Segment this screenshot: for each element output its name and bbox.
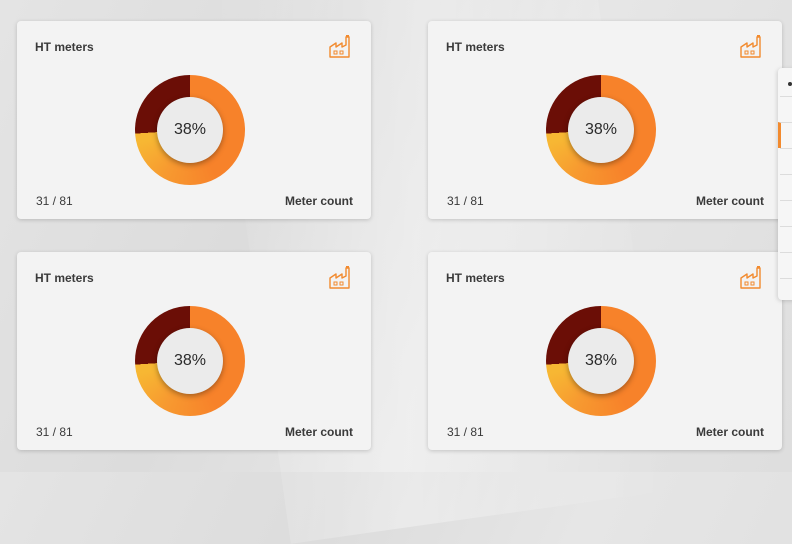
meter-count-value: 31 / 81: [36, 194, 73, 208]
card-title: HT meters: [35, 40, 94, 54]
metric-label: Meter count: [284, 425, 353, 439]
metric-label: Meter count: [695, 425, 764, 439]
meter-count-value: 31 / 81: [447, 194, 484, 208]
factory-icon: [740, 35, 761, 58]
factory-icon: [329, 35, 350, 58]
donut-chart: 38%: [546, 75, 656, 185]
card-title: HT meters: [446, 271, 505, 285]
percent-label: 38%: [584, 121, 618, 138]
meter-card-4[interactable]: HT meters 38% 31 / 81 Meter count: [428, 252, 782, 450]
side-menu-item[interactable]: [780, 278, 792, 304]
metric-label: Meter count: [695, 194, 764, 208]
donut-chart: 38%: [135, 75, 245, 185]
side-menu-item[interactable]: [780, 174, 792, 200]
menu-bullet-icon: [788, 82, 792, 86]
metric-label: Meter count: [284, 194, 353, 208]
meter-card-1[interactable]: HT meters 38% 31 / 81 Meter count: [17, 21, 371, 219]
donut-center: [568, 328, 634, 394]
side-menu-item[interactable]: [780, 252, 792, 278]
side-menu-item[interactable]: [780, 200, 792, 226]
factory-icon: [740, 266, 761, 289]
percent-label: 38%: [173, 352, 207, 369]
donut-chart: 38%: [135, 306, 245, 416]
donut-center: [568, 97, 634, 163]
card-title: HT meters: [35, 271, 94, 285]
donut-chart: 38%: [546, 306, 656, 416]
side-menu-item[interactable]: [780, 226, 792, 252]
meter-count-value: 31 / 81: [447, 425, 484, 439]
meter-card-3[interactable]: HT meters 38% 31 / 81 Meter count: [17, 252, 371, 450]
meter-card-2[interactable]: HT meters 38% 31 / 81 Meter count: [428, 21, 782, 219]
side-menu-item[interactable]: [780, 148, 792, 174]
donut-center: [157, 97, 223, 163]
card-title: HT meters: [446, 40, 505, 54]
meter-count-value: 31 / 81: [36, 425, 73, 439]
percent-label: 38%: [584, 352, 618, 369]
donut-center: [157, 328, 223, 394]
factory-icon: [329, 266, 350, 289]
side-menu-item-active[interactable]: [778, 122, 792, 148]
percent-label: 38%: [173, 121, 207, 138]
side-menu-panel[interactable]: [778, 68, 792, 300]
side-menu-item[interactable]: [780, 96, 792, 122]
